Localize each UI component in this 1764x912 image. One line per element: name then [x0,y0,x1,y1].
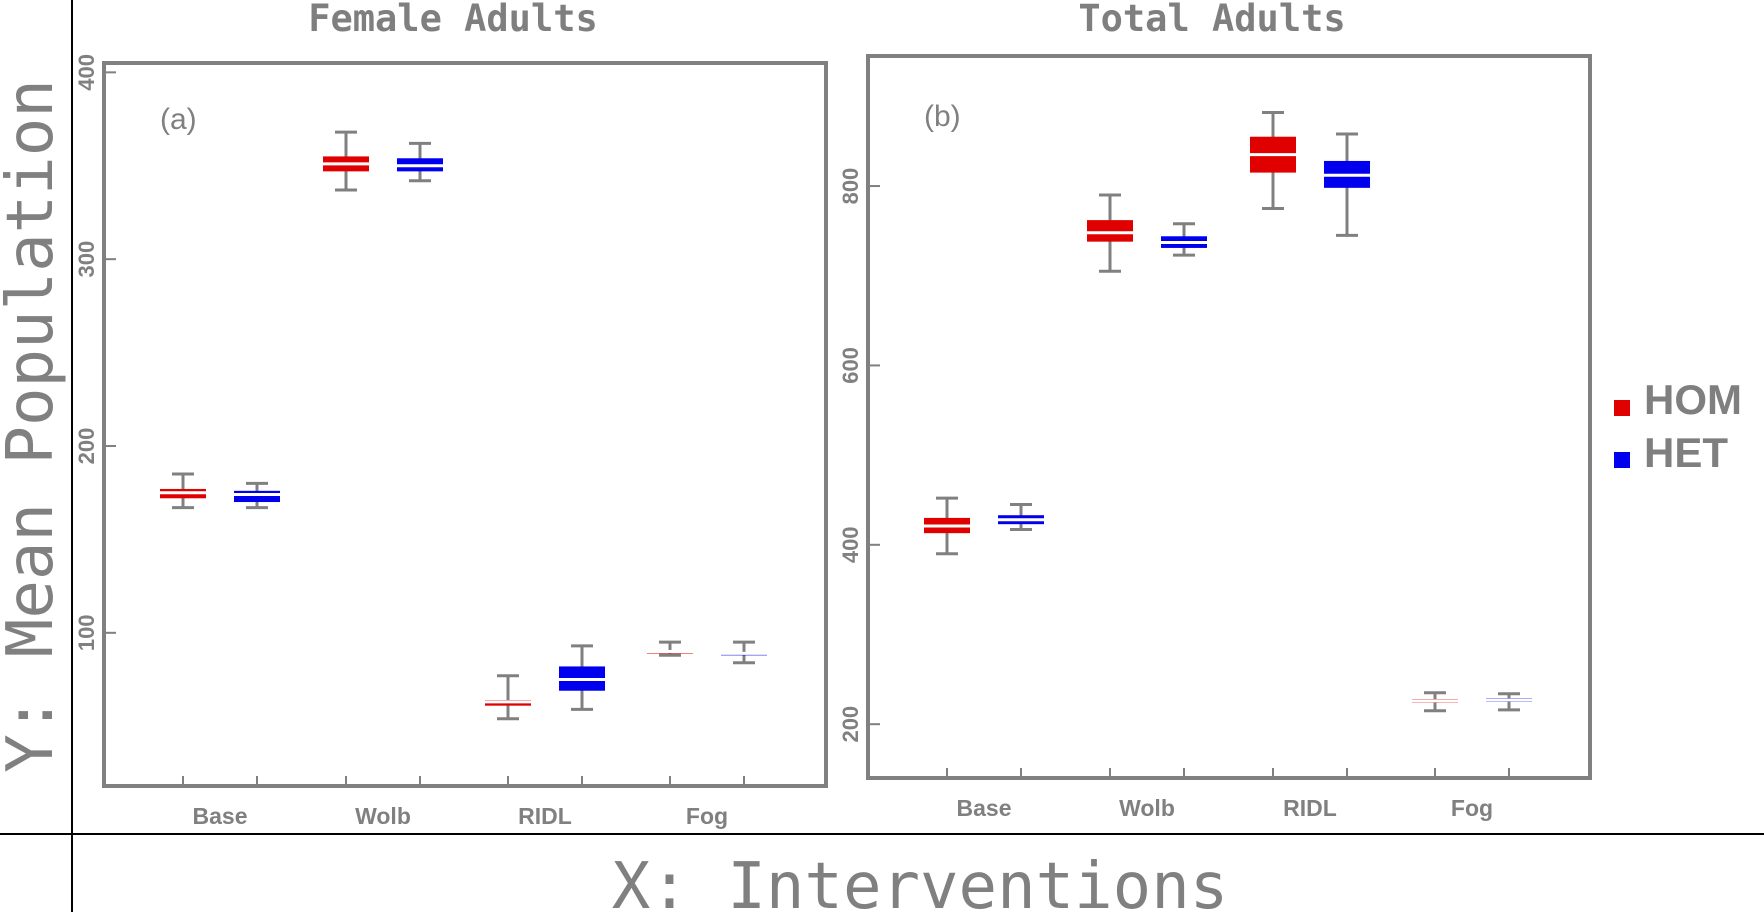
y-tick-label: 300 [74,241,99,278]
x-tick-label: Fog [686,803,728,829]
box-het-ridl [1324,132,1370,237]
y-tick-label: 100 [74,614,99,651]
box-body [1087,220,1133,242]
y-tick-label: 400 [838,526,863,563]
y-axis-title: Y: Mean Population [0,79,68,773]
panel-b-plot: 200 400 600 800 Base Wolb RIDL Fog [838,111,1532,821]
box-hom-ridl [485,674,531,721]
y-tick-label: 800 [838,168,863,205]
box-het-wolb [1161,222,1207,257]
box-het-wolb [397,141,443,183]
x-tick-label: Wolb [355,803,411,829]
x-axis-title: X: Interventions [612,850,1229,912]
legend-label-het: HET [1644,429,1728,476]
box-het-fog [721,640,767,665]
box-het-base [234,481,280,510]
x-tick-label: Wolb [1119,795,1175,821]
x-tick-label: Base [193,803,248,829]
panel-b-frame [866,54,1592,780]
x-tick-label: Base [957,795,1012,821]
legend: HOM HET [1614,376,1742,476]
box-hom-wolb [1087,193,1133,273]
legend-swatch-het [1614,452,1630,468]
y-tick-label: 200 [838,706,863,743]
box-hom-wolb [323,130,369,192]
y-tick-label: 200 [74,428,99,465]
box-hom-base [924,496,970,556]
box-body [234,490,280,503]
box-hom-base [160,472,206,510]
box-hom-fog [647,640,693,657]
box-het-ridl [559,644,605,711]
legend-swatch-hom [1614,400,1630,416]
box-het-base [998,502,1044,532]
panel-b-title: Total Adults [1078,0,1345,40]
y-tick-label: 600 [838,347,863,384]
y-tick-label: 400 [74,54,99,91]
box-hom-ridl [1250,111,1296,210]
panel-a-tag: (a) [160,103,197,136]
panel-a-frame [102,61,828,788]
panel-a-plot: 100 200 300 400 Base Wolb RIDL Fog [74,54,767,829]
box-het-fog [1486,692,1532,712]
x-tick-label: RIDL [518,803,572,829]
x-tick-label: Fog [1451,795,1493,821]
box-hom-fog [1412,691,1458,713]
x-tick-label: RIDL [1283,795,1337,821]
panel-b-tag: (b) [924,100,961,133]
legend-label-hom: HOM [1644,376,1742,423]
panel-a-title: Female Adults [308,0,598,40]
